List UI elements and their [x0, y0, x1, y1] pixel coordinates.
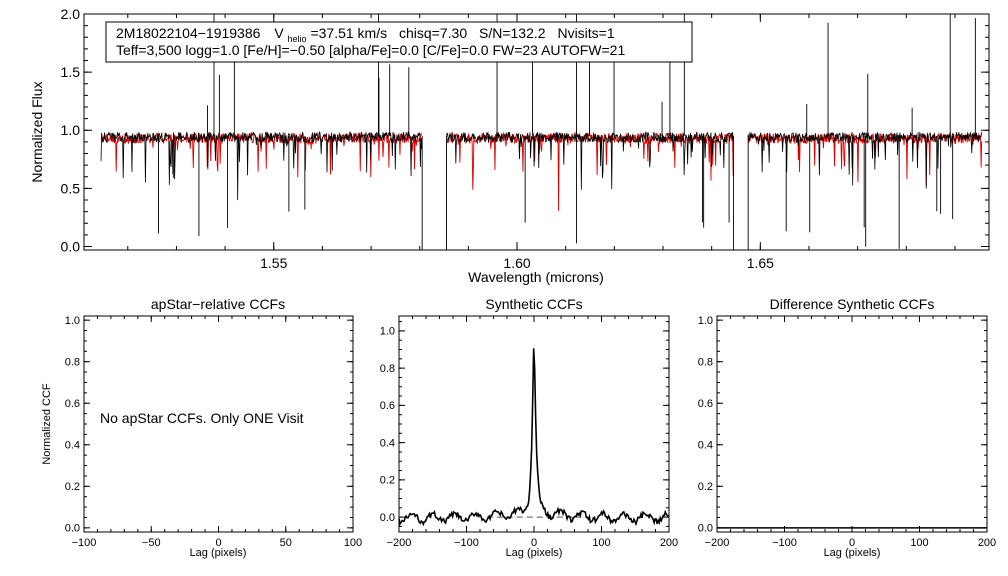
- nvisits-value: Nvisits=1: [557, 25, 614, 41]
- y-tick-label: 0.2: [698, 481, 713, 493]
- y-tick-label: 0.0: [698, 523, 713, 535]
- x-tick-label: −200: [387, 537, 412, 549]
- y-tick-label: 0.6: [698, 398, 713, 410]
- y-tick-label: 0.4: [698, 440, 713, 452]
- y-tick-label: 0.8: [65, 357, 80, 369]
- synthetic-ccf-curve: [398, 348, 669, 527]
- v-value: =37.51 km/s: [310, 25, 387, 41]
- y-tick-label: 0.5: [61, 180, 81, 196]
- spectrum-ylabel: Normalized Flux: [29, 81, 45, 182]
- x-tick-label: 200: [660, 537, 678, 549]
- model-chip-2: [446, 131, 734, 212]
- spectrum-observed-line: [100, 14, 983, 250]
- difference-title: Difference Synthetic CCFs: [770, 296, 935, 312]
- chisq-value: chisq=7.30: [399, 25, 467, 41]
- x-tick-label: 0: [531, 537, 537, 549]
- x-tick-label: −50: [142, 537, 161, 549]
- x-tick-label: 0: [215, 537, 221, 549]
- difference-xlabel: Lag (pixels): [824, 547, 881, 559]
- spectrum-frame: [83, 13, 990, 251]
- x-tick-label: 1.60: [503, 255, 530, 271]
- x-tick-label: 100: [910, 537, 928, 549]
- synthetic-xlabel: Lag (pixels): [506, 547, 563, 559]
- y-tick-label: 1.0: [61, 122, 81, 138]
- x-tick-label: 200: [978, 537, 996, 549]
- stellar-params: Teff=3,500 logg=1.0 [Fe/H]=−0.50 [alpha/…: [116, 42, 625, 58]
- y-tick-label: 0.4: [380, 437, 395, 449]
- v-label: V: [274, 25, 284, 41]
- x-tick-label: 1.65: [747, 255, 774, 271]
- spectrum-xlabel: Wavelength (microns): [468, 269, 604, 285]
- observed-chip-2: [446, 131, 734, 190]
- y-tick-label: 1.0: [65, 315, 80, 327]
- y-tick-label: 0.8: [698, 357, 713, 369]
- apstar-ticks: −100 −50 0 50 100 0.0 0.2 0.4 0.6 0.8 1.0: [65, 315, 362, 549]
- observed-chip-3: [747, 131, 983, 189]
- synthetic-ticks: −200 −100 0 100 200 0.0 0.2 0.4 0.6 0.8 1.0: [380, 316, 678, 549]
- v-subscript: helio: [288, 34, 307, 44]
- apstar-ylabel: Normalized CCF: [41, 383, 53, 465]
- annotation-box: 2M18022104−1919386 V helio =37.51 km/s c…: [105, 21, 693, 63]
- x-tick-label: −100: [72, 537, 97, 549]
- star-name: 2M18022104−1919386: [116, 25, 261, 41]
- difference-ccf-panel: −200 −100 0 100 200 0.0 0.2 0.4 0.6 0.8 1.0 Differ…: [698, 296, 996, 559]
- spectrum-ticks: 1.55 1.60 1.65 0.0 0.5 1.0 1.5 2.0: [61, 6, 989, 271]
- x-tick-label: −100: [454, 537, 479, 549]
- difference-frame: [716, 315, 988, 533]
- apstar-xlabel: Lag (pixels): [190, 547, 247, 559]
- x-tick-label: −200: [705, 537, 730, 549]
- observed-chip-1: [100, 131, 423, 201]
- apstar-title: apStar−relative CCFs: [151, 296, 285, 312]
- synthetic-title: Synthetic CCFs: [485, 296, 582, 312]
- y-tick-label: 0.6: [65, 398, 80, 410]
- difference-ticks: −200 −100 0 100 200 0.0 0.2 0.4 0.6 0.8 1.0: [698, 315, 996, 549]
- apstar-ccf-panel: −100 −50 0 50 100 0.0 0.2 0.4 0.6 0.8 1.0 apStar−r…: [41, 296, 362, 559]
- y-tick-label: 1.5: [61, 64, 81, 80]
- x-tick-label: 1.55: [260, 255, 287, 271]
- y-tick-label: 0.4: [65, 440, 80, 452]
- y-tick-label: 1.0: [380, 326, 395, 338]
- y-tick-label: 0.6: [380, 400, 395, 412]
- y-tick-label: 0.0: [61, 238, 81, 254]
- x-tick-label: 50: [280, 537, 292, 549]
- x-tick-label: −100: [772, 537, 797, 549]
- y-tick-label: 0.0: [380, 512, 395, 524]
- y-tick-label: 0.8: [380, 363, 395, 375]
- y-tick-label: 2.0: [61, 6, 81, 22]
- x-tick-label: 0: [849, 537, 855, 549]
- y-tick-label: 1.0: [698, 315, 713, 327]
- annotation-line-1: 2M18022104−1919386 V helio =37.51 km/s c…: [116, 25, 615, 45]
- spectrum-panel: 1.55 1.60 1.65 0.0 0.5 1.0 1.5 2.0 2M18022104−1…: [29, 6, 990, 285]
- sn-value: S/N=132.2: [479, 25, 546, 41]
- annotation-frame: [105, 21, 693, 63]
- x-tick-label: 100: [344, 537, 362, 549]
- apstar-message: No apStar CCFs. Only ONE Visit: [100, 410, 304, 426]
- x-tick-label: 100: [592, 537, 610, 549]
- synthetic-ccf-panel: −200 −100 0 100 200 0.0 0.2 0.4 0.6 0.8 1.0 Synthe…: [380, 296, 678, 559]
- y-tick-label: 0.2: [380, 475, 395, 487]
- y-tick-label: 0.2: [65, 481, 80, 493]
- y-tick-label: 0.0: [65, 523, 80, 535]
